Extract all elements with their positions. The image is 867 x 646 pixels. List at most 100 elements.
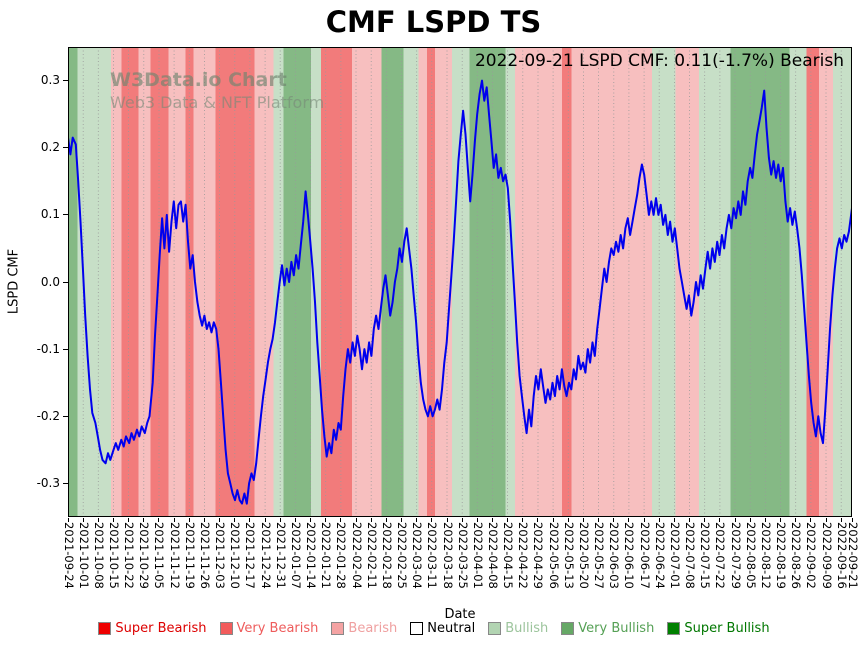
legend-swatch-bullish [488,622,502,635]
x-tick-label: 2022-04-22 [516,522,531,589]
x-tick-mark [128,518,130,522]
x-tick-mark [203,518,205,522]
legend-item-very-bearish: Very Bearish [219,621,319,636]
x-tick-label: 2022-07-15 [698,522,713,589]
watermark-line1: W3Data.io Chart [110,69,287,91]
x-tick-label: 2022-03-18 [440,522,455,589]
x-tick-label: 2021-09-24 [61,522,76,589]
legend-swatch-super-bullish [667,622,681,635]
x-tick-mark [112,518,114,522]
x-tick-label: 2022-08-12 [758,522,773,589]
x-axis-label: Date [444,607,476,622]
legend-swatch-super-bearish [98,622,112,635]
x-tick-mark [658,518,660,522]
watermark-line2: Web3 Data & NFT Platform [110,92,325,112]
x-tick-label: 2021-12-17 [243,522,258,589]
x-tick-mark [294,518,296,522]
x-tick-label: 2022-06-17 [637,522,652,589]
x-tick-label: 2022-04-08 [485,522,500,589]
x-tick-mark [491,518,493,522]
x-tick-mark [628,518,630,522]
x-tick-mark [673,518,675,522]
y-tick-mark [63,482,68,484]
x-tick-mark [734,518,736,522]
x-tick-label: 2022-04-15 [501,522,516,589]
legend-label: Very Bearish [236,621,319,636]
x-tick-mark [446,518,448,522]
x-tick-mark [385,518,387,522]
x-tick-label: 2021-11-19 [182,522,197,589]
x-tick-mark [613,518,615,522]
x-tick-label: 2021-10-15 [106,522,121,589]
legend-item-bearish: Bearish [331,621,397,636]
x-tick-mark [749,518,751,522]
x-tick-label: 2022-02-11 [364,522,379,589]
y-tick-mark [63,80,68,82]
x-tick-mark [689,518,691,522]
x-tick-label: 2021-11-05 [152,522,167,589]
x-tick-mark [82,518,84,522]
x-tick-label: 2022-06-24 [652,522,667,589]
x-tick-mark [537,518,539,522]
x-tick-label: 2022-03-25 [455,522,470,589]
x-tick-label: 2022-02-18 [379,522,394,589]
x-tick-label: 2021-10-29 [137,522,152,589]
x-tick-label: 2021-12-24 [258,522,273,589]
x-tick-mark [370,518,372,522]
x-tick-mark [825,518,827,522]
x-tick-label: 2022-08-26 [789,522,804,589]
x-tick-mark [522,518,524,522]
x-tick-label: 2022-03-11 [425,522,440,589]
x-tick-mark [552,518,554,522]
annotation-label: 2022-09-21 LSPD CMF: 0.11(-1.7%) Bearish [474,51,844,71]
x-tick-label: 2022-03-04 [410,522,425,589]
x-tick-label: 2022-01-14 [304,522,319,589]
x-tick-label: 2022-02-25 [395,522,410,589]
x-tick-mark [840,518,842,522]
x-tick-mark [219,518,221,522]
x-tick-mark [476,518,478,522]
x-tick-label: 2022-07-29 [728,522,743,589]
x-tick-label: 2022-04-01 [470,522,485,589]
x-tick-mark [719,518,721,522]
x-tick-label: 2022-05-06 [546,522,561,589]
x-tick-mark [643,518,645,522]
x-tick-label: 2021-10-08 [91,522,106,589]
x-tick-label: 2022-05-27 [592,522,607,589]
y-tick-label: -0.1 [36,341,60,356]
x-tick-mark [461,518,463,522]
x-tick-label: 2022-09-02 [804,522,819,589]
x-tick-mark [188,518,190,522]
y-tick-mark [63,281,68,283]
x-tick-label: 2022-09-09 [819,522,834,589]
x-tick-mark [264,518,266,522]
x-tick-mark [704,518,706,522]
x-tick-mark [279,518,281,522]
x-tick-mark [598,518,600,522]
y-tick-label: 0.3 [40,73,60,88]
x-tick-label: 2022-07-22 [713,522,728,589]
x-tick-mark [143,518,145,522]
x-tick-mark [416,518,418,522]
legend-item-super-bullish: Super Bullish [667,621,770,636]
x-tick-mark [507,518,509,522]
legend-swatch-bearish [331,622,345,635]
x-tick-mark [764,518,766,522]
x-tick-mark [567,518,569,522]
y-tick-label: -0.2 [36,408,60,423]
y-tick-label: -0.3 [36,475,60,490]
x-tick-label: 2022-01-28 [334,522,349,589]
x-tick-label: 2022-05-20 [576,522,591,589]
x-tick-mark [780,518,782,522]
x-tick-label: 2021-12-03 [213,522,228,589]
y-tick-mark [63,348,68,350]
legend-label: Super Bullish [684,621,770,636]
x-tick-mark [340,518,342,522]
x-tick-label: 2022-01-07 [288,522,303,589]
x-tick-mark [431,518,433,522]
x-tick-label: 2022-07-08 [683,522,698,589]
legend-item-bullish: Bullish [488,621,548,636]
plot-area: W3Data.io Chart Web3 Data & NFT Platform… [68,47,852,517]
x-tick-label: 2021-11-26 [197,522,212,589]
x-tick-mark [97,518,99,522]
